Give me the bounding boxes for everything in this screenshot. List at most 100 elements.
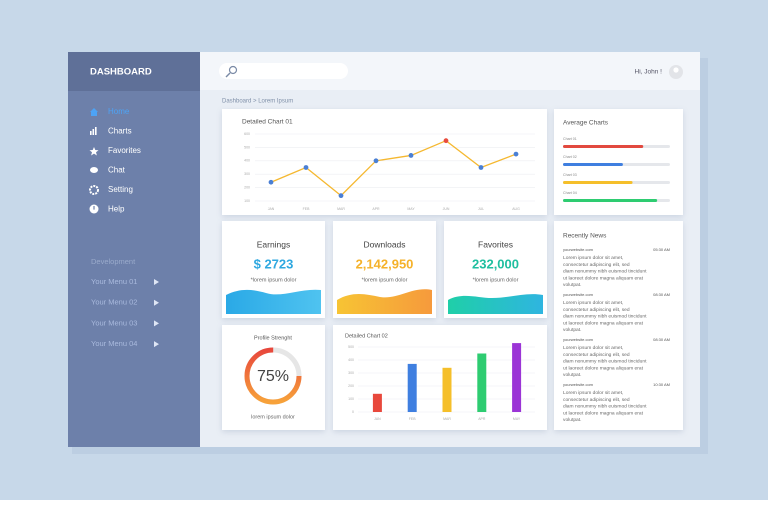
stat-value: 2,142,950: [356, 256, 414, 271]
submenu-item[interactable]: Your Menu 02: [91, 298, 137, 307]
card-title: Profile Strenght: [254, 335, 292, 341]
submenu-arrow: [154, 299, 159, 306]
icon-setting: [89, 185, 99, 195]
menu-item[interactable]: Setting: [108, 185, 133, 194]
card-profile: [222, 325, 325, 430]
news-time: 05:30 AM: [653, 247, 670, 252]
card-title: Recently News: [563, 233, 607, 240]
y-tick-label: 500: [244, 145, 250, 149]
search-bar[interactable]: [219, 63, 348, 79]
menu-item[interactable]: Charts: [108, 127, 132, 136]
news-text: Lorem ipsum dolor sit amet, consectetur a…: [563, 300, 647, 333]
bar: [477, 353, 487, 412]
bar-label: Chart 04: [563, 191, 577, 195]
news-site: yourwebsite.com: [563, 292, 594, 297]
news-text: Lorem ipsum dolor sit amet, consectetur a…: [563, 345, 647, 378]
wave: [226, 289, 321, 314]
menu-item[interactable]: Chat: [108, 166, 126, 175]
search-icon: [225, 72, 231, 78]
news-site: yourwebsite.com: [563, 247, 594, 252]
submenu-arrow: [154, 341, 159, 348]
progress-bar: [563, 199, 658, 202]
marker: [373, 158, 379, 164]
menu-item[interactable]: Help: [108, 205, 125, 214]
menu-item[interactable]: Favorites: [108, 146, 141, 155]
submenu-item[interactable]: Your Menu 01: [91, 277, 137, 286]
bar: [512, 343, 522, 412]
y-tick-label: 200: [348, 384, 354, 388]
marker: [513, 151, 519, 157]
marker: [478, 165, 484, 170]
y-tick-label: 300: [244, 172, 250, 176]
wave: [448, 294, 543, 314]
greeting: Hi, John !: [635, 69, 663, 76]
marker: [338, 193, 344, 199]
icon-help: [93, 206, 95, 210]
menu-section: Development: [91, 257, 136, 266]
y-tick-label: 200: [244, 186, 250, 190]
sidebar-header: [68, 52, 200, 91]
x-tick-label: JUN: [443, 207, 450, 211]
marker: [268, 179, 274, 185]
icon-charts: [95, 127, 97, 135]
x-tick-label: MAY: [513, 417, 521, 421]
y-tick-label: 0: [352, 410, 354, 414]
progress-bar: [563, 181, 633, 184]
submenu-item[interactable]: Your Menu 03: [91, 318, 137, 327]
y-tick-label: 600: [244, 132, 250, 136]
stat-label: Favorites: [478, 239, 513, 249]
donut-label: 75%: [257, 368, 289, 385]
x-tick-label: FEB: [303, 207, 310, 211]
news-time: 08:30 AM: [653, 337, 670, 342]
chart-title: Detailed Chart 02: [345, 333, 388, 339]
news-text: Lorem ipsum dolor sit amet, consectetur a…: [563, 390, 647, 423]
menu-icons: [89, 108, 99, 214]
stat-label: Downloads: [363, 239, 405, 249]
icon-home: [90, 108, 98, 116]
breadcrumb: Dashboard > Lorem Ipsum: [222, 99, 293, 105]
card-average-charts: [554, 109, 683, 215]
x-tick-label: MAR: [337, 207, 345, 211]
stat-note: *lorem ipsum dolor: [362, 277, 408, 283]
progress-bar: [563, 163, 623, 166]
card-line-chart: [222, 109, 547, 215]
card-title: Average Charts: [563, 120, 609, 127]
icon-chat: [90, 167, 98, 173]
stat-value: 232,000: [472, 256, 519, 271]
y-tick-label: 300: [348, 371, 354, 375]
bar-label: Chart 03: [563, 173, 577, 177]
icon-favorites: [89, 147, 99, 156]
wave: [337, 289, 432, 314]
x-tick-label: MAR: [443, 417, 451, 421]
bar-label: Chart 02: [563, 155, 577, 159]
sidebar: [68, 52, 200, 447]
y-tick-label: 400: [244, 159, 250, 163]
x-tick-label: MAY: [407, 207, 415, 211]
news-text: Lorem ipsum dolor sit amet, consectetur a…: [563, 255, 647, 288]
x-tick-label: JAN: [374, 417, 381, 421]
submenu-arrow: [154, 279, 159, 285]
news-time: 10:30 AM: [653, 382, 670, 387]
y-tick-label: 100: [348, 397, 354, 401]
x-tick-label: AUG: [512, 207, 520, 211]
bar-label: Chart 01: [563, 137, 577, 141]
stat-note: *lorem ipsum dolor: [251, 277, 297, 283]
avatar: [673, 67, 679, 73]
card-news: [554, 221, 683, 430]
submenu-arrow: [154, 320, 159, 327]
bar: [407, 363, 417, 412]
progress-bar: [563, 145, 644, 148]
donut-arc: [244, 347, 302, 405]
x-tick-label: FEB: [409, 417, 416, 421]
x-tick-label: APR: [478, 417, 486, 421]
menu-item[interactable]: Home: [108, 107, 130, 116]
news-time: 08:30 AM: [653, 292, 670, 297]
search-icon: [228, 65, 238, 75]
stat-value: $ 2723: [254, 256, 294, 271]
sidebar-title: DASHBOARD: [90, 67, 152, 78]
card-bar-chart: [333, 325, 547, 430]
marker: [408, 153, 414, 158]
bar: [442, 367, 452, 412]
submenu-item[interactable]: Your Menu 04: [91, 339, 137, 348]
